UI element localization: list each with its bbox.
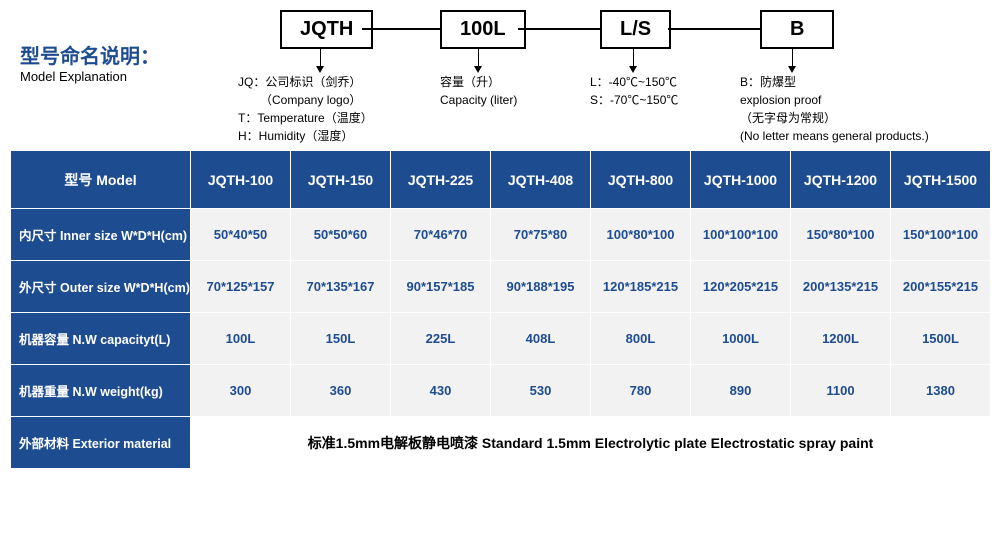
desc-line: L：-40℃~150℃	[590, 73, 678, 91]
cell: 360	[291, 365, 391, 417]
header-label: 型号 Model	[11, 151, 191, 209]
header-model: JQTH-800	[591, 151, 691, 209]
drop-line	[633, 48, 634, 66]
cell: 70*135*167	[291, 261, 391, 313]
cell: 150L	[291, 313, 391, 365]
cell: 1380	[891, 365, 991, 417]
cell: 200*155*215	[891, 261, 991, 313]
cell: 90*157*185	[391, 261, 491, 313]
desc-ls: L：-40℃~150℃ S：-70℃~150℃	[590, 73, 678, 109]
box-100l: 100L	[440, 10, 526, 49]
header-model: JQTH-408	[491, 151, 591, 209]
cell: 150*100*100	[891, 209, 991, 261]
cell: 408L	[491, 313, 591, 365]
header-model: JQTH-1200	[791, 151, 891, 209]
cell: 1500L	[891, 313, 991, 365]
box-ls: L/S	[600, 10, 671, 49]
table-row-merged: 外部材料 Exterior material 标准1.5mm电解板静电喷漆 St…	[11, 417, 991, 469]
cell: 100L	[191, 313, 291, 365]
header-model: JQTH-1000	[691, 151, 791, 209]
drop-line	[320, 48, 321, 66]
desc-line: （Company logo）	[238, 91, 373, 109]
box-b: B	[760, 10, 834, 49]
cell: 890	[691, 365, 791, 417]
desc-line: JQ：公司标识（剑乔）	[238, 73, 373, 91]
desc-line: Capacity (liter)	[440, 91, 517, 109]
box-jqth: JQTH	[280, 10, 373, 49]
cell: 530	[491, 365, 591, 417]
cell: 1100	[791, 365, 891, 417]
cell: 50*40*50	[191, 209, 291, 261]
arrow-down-icon	[474, 66, 482, 73]
arrow-down-icon	[629, 66, 637, 73]
table-row: 机器重量 N.W weight(kg) 300 360 430 530 780 …	[11, 365, 991, 417]
desc-line: B：防爆型	[740, 73, 929, 91]
cell: 780	[591, 365, 691, 417]
cell: 225L	[391, 313, 491, 365]
diagram-title-cn: 型号命名说明：	[20, 40, 160, 69]
cell: 120*185*215	[591, 261, 691, 313]
cell: 70*125*157	[191, 261, 291, 313]
merged-cell: 标准1.5mm电解板静电喷漆 Standard 1.5mm Electrolyt…	[191, 417, 991, 469]
table-row: 外尺寸 Outer size W*D*H(cm) 70*125*157 70*1…	[11, 261, 991, 313]
diagram-title-en: Model Explanation	[20, 69, 160, 84]
model-explanation-diagram: 型号命名说明： Model Explanation JQTH 100L L/S …	[20, 10, 990, 150]
row-label: 机器容量 N.W capacityt(L)	[11, 313, 191, 365]
cell: 100*100*100	[691, 209, 791, 261]
table-row: 内尺寸 Inner size W*D*H(cm) 50*40*50 50*50*…	[11, 209, 991, 261]
desc-line: T：Temperature（温度）	[238, 109, 373, 127]
desc-line: 容量（升）	[440, 73, 517, 91]
desc-line: H：Humidity（湿度）	[238, 127, 373, 145]
desc-line: S：-70℃~150℃	[590, 91, 678, 109]
cell: 70*75*80	[491, 209, 591, 261]
arrow-down-icon	[788, 66, 796, 73]
diagram-title: 型号命名说明： Model Explanation	[20, 40, 160, 84]
cell: 300	[191, 365, 291, 417]
arrow-down-icon	[316, 66, 324, 73]
connector-line	[362, 28, 440, 30]
header-model: JQTH-225	[391, 151, 491, 209]
cell: 100*80*100	[591, 209, 691, 261]
cell: 200*135*215	[791, 261, 891, 313]
cell: 1200L	[791, 313, 891, 365]
table-row: 机器容量 N.W capacityt(L) 100L 150L 225L 408…	[11, 313, 991, 365]
desc-line: (No letter means general products.)	[740, 127, 929, 145]
cell: 50*50*60	[291, 209, 391, 261]
connector-line	[518, 28, 600, 30]
table-header-row: 型号 Model JQTH-100 JQTH-150 JQTH-225 JQTH…	[11, 151, 991, 209]
desc-line: （无字母为常规）	[740, 109, 929, 127]
drop-line	[792, 48, 793, 66]
connector-line	[668, 28, 760, 30]
row-label: 外尺寸 Outer size W*D*H(cm)	[11, 261, 191, 313]
drop-line	[478, 48, 479, 66]
cell: 120*205*215	[691, 261, 791, 313]
desc-line: explosion proof	[740, 91, 929, 109]
cell: 800L	[591, 313, 691, 365]
row-label: 机器重量 N.W weight(kg)	[11, 365, 191, 417]
cell: 430	[391, 365, 491, 417]
cell: 70*46*70	[391, 209, 491, 261]
header-model: JQTH-1500	[891, 151, 991, 209]
cell: 150*80*100	[791, 209, 891, 261]
header-model: JQTH-100	[191, 151, 291, 209]
desc-capacity: 容量（升） Capacity (liter)	[440, 73, 517, 109]
row-label: 外部材料 Exterior material	[11, 417, 191, 469]
desc-b: B：防爆型 explosion proof （无字母为常规） (No lette…	[740, 73, 929, 145]
spec-table: 型号 Model JQTH-100 JQTH-150 JQTH-225 JQTH…	[10, 150, 991, 469]
desc-jq: JQ：公司标识（剑乔） （Company logo） T：Temperature…	[238, 73, 373, 145]
header-model: JQTH-150	[291, 151, 391, 209]
cell: 90*188*195	[491, 261, 591, 313]
cell: 1000L	[691, 313, 791, 365]
row-label: 内尺寸 Inner size W*D*H(cm)	[11, 209, 191, 261]
